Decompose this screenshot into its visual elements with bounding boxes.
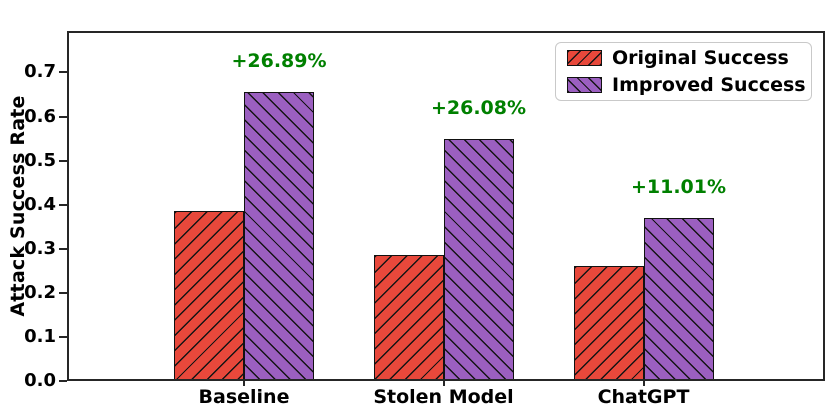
y-tick-label: 0.3 [24,238,56,259]
y-tick-mark [59,248,67,250]
legend-item-original-success: Original Success [567,46,811,70]
gain-annotation-chatgpt: +11.01% [630,176,727,198]
y-tick-label: 0.4 [24,194,56,215]
x-tick-mark [243,381,245,386]
legend: Original Success Improved Success [555,42,812,101]
y-tick-label: 0.1 [24,326,56,347]
gain-annotation-baseline: +26.89% [231,50,327,72]
x-tick-label-stolen-model: Stolen Model [373,386,514,408]
bar-improved-stolen-model [443,139,514,381]
y-tick-label: 0.2 [24,282,56,303]
x-tick-mark [442,381,445,386]
y-tick-label: 0.0 [24,370,56,391]
y-tick-mark [59,204,67,206]
y-tick-mark [59,160,67,162]
y-tick-mark [59,116,67,118]
x-tick-mark [642,381,645,386]
y-tick-label: 0.7 [24,61,56,82]
legend-label-original-success: Original Success [612,47,789,69]
y-tick-mark [59,336,67,338]
bar-improved-baseline [244,92,314,381]
x-tick-label-chatgpt: ChatGPT [597,386,690,408]
y-tick-label: 0.6 [24,106,56,127]
bar-original-stolen-model [373,254,444,381]
bar-original-chatgpt [573,266,644,381]
y-tick-mark [59,71,67,73]
legend-swatch-forward-hatch-icon [567,50,602,66]
legend-label-improved-success: Improved Success [612,74,806,96]
legend-item-improved-success: Improved Success [567,73,811,97]
legend-swatch-backward-hatch-icon [567,77,602,93]
y-tick-mark [59,380,67,382]
y-tick-mark [59,292,67,294]
gain-annotation-stolen-model: +26.08% [430,97,527,119]
bar-improved-chatgpt [643,217,714,381]
x-tick-label-baseline: Baseline [198,386,290,408]
bar-original-baseline [174,210,244,381]
y-tick-label: 0.5 [24,150,56,171]
